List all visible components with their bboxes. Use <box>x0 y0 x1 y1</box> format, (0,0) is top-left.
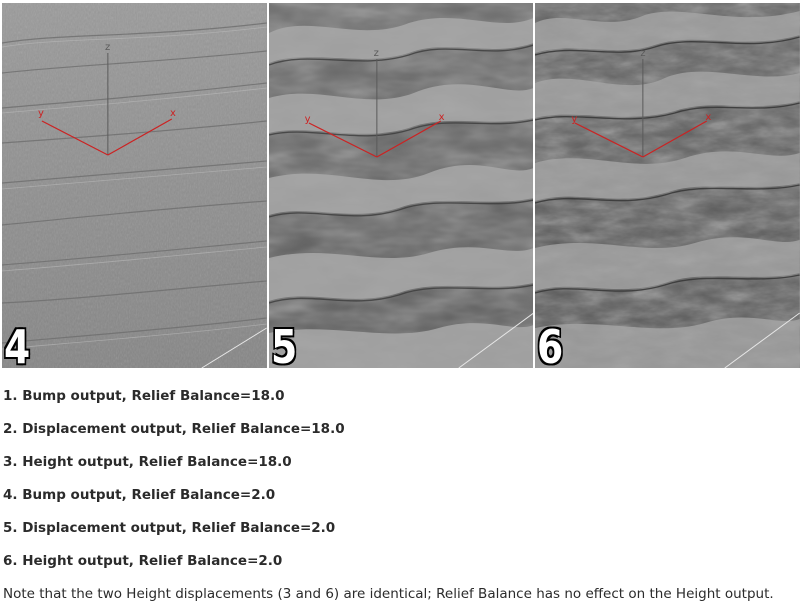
y-axis-label: y <box>38 108 44 119</box>
viewport-panel-5: y x z 5 <box>268 3 534 368</box>
terrain-render-displacement <box>268 3 534 368</box>
panel-number: 4 <box>3 320 31 368</box>
viewport-panels: y x z 4 <box>2 3 801 368</box>
z-axis-label: z <box>105 42 111 53</box>
z-axis-label: z <box>373 48 379 59</box>
y-axis-label: y <box>571 114 578 125</box>
x-axis-label: x <box>705 112 712 123</box>
viewport-panel-4: y x z 4 <box>2 3 267 368</box>
viewport-panel-6: y x z 6 <box>535 3 801 368</box>
caption-item: 5. Displacement output, Relief Balance=2… <box>3 520 336 536</box>
caption-list: 1. Bump output, Relief Balance=18.0 2. D… <box>3 385 803 583</box>
explanatory-note: Note that the two Height displacements (… <box>3 586 774 602</box>
y-axis-label: y <box>304 114 311 125</box>
terrain-render-bump <box>2 3 267 368</box>
caption-item: 1. Bump output, Relief Balance=18.0 <box>3 388 285 404</box>
panel-number: 5 <box>270 320 298 368</box>
caption-item: 3. Height output, Relief Balance=18.0 <box>3 454 292 470</box>
caption-item: 6. Height output, Relief Balance=2.0 <box>3 553 283 569</box>
z-axis-label: z <box>640 48 646 59</box>
x-axis-label: x <box>170 108 176 119</box>
caption-item: 2. Displacement output, Relief Balance=1… <box>3 421 345 437</box>
x-axis-label: x <box>438 112 445 123</box>
caption-item: 4. Bump output, Relief Balance=2.0 <box>3 487 276 503</box>
terrain-render-height <box>535 3 801 368</box>
panel-number: 6 <box>537 320 565 368</box>
